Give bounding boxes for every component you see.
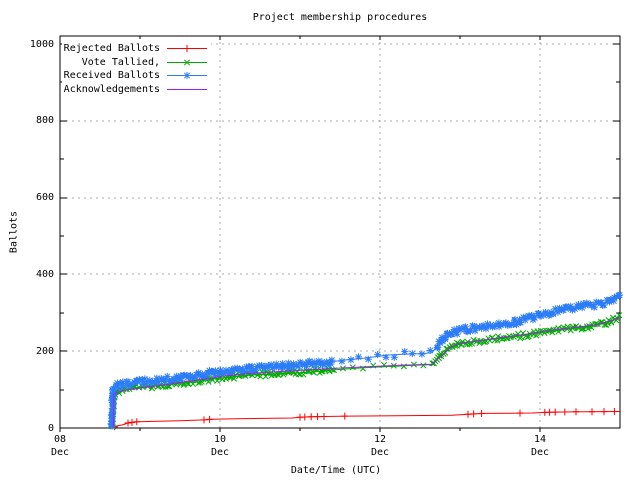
legend-item-acknowledgements: Acknowledgements	[62, 83, 209, 97]
legend-sample-line	[167, 45, 207, 53]
legend-sample-line	[167, 72, 207, 80]
x-tick-label: 12 Dec	[370, 434, 390, 458]
chart-title: Project membership procedures	[252, 12, 428, 23]
x-tick-label: 08 Dec	[50, 434, 70, 458]
y-tick-label: 200	[35, 345, 54, 357]
legend: Rejected Ballots Vote Tallied, Received …	[62, 42, 211, 96]
legend-item-received-ballots: Received Ballots	[62, 69, 209, 83]
legend-sample-line	[167, 59, 207, 66]
y-tick-label: 0	[47, 422, 54, 434]
y-tick-label: 600	[35, 192, 54, 204]
series-markers-0	[110, 408, 618, 431]
legend-label: Rejected Ballots	[63, 43, 160, 55]
y-tick-label: 400	[35, 268, 54, 280]
y-axis-label: Ballots	[8, 210, 20, 254]
legend-label: Acknowledgements	[63, 83, 160, 95]
legend-item-vote-tallied: Vote Tallied,	[62, 56, 209, 70]
legend-label: Vote Tallied,	[81, 56, 160, 68]
x-tick-label: 14 Dec	[530, 434, 550, 458]
y-tick-label: 1000	[29, 38, 54, 50]
legend-sample-line	[167, 88, 207, 90]
x-axis-label: Date/Time (UTC)	[290, 465, 382, 476]
series-line-3	[112, 316, 621, 429]
legend-item-rejected-ballots: Rejected Ballots	[62, 42, 209, 56]
series-markers-2	[107, 291, 623, 430]
y-tick-label: 800	[35, 115, 54, 127]
legend-label: Received Ballots	[63, 70, 160, 82]
series-line-0	[111, 411, 621, 429]
x-tick-label: 10 Dec	[210, 434, 230, 458]
